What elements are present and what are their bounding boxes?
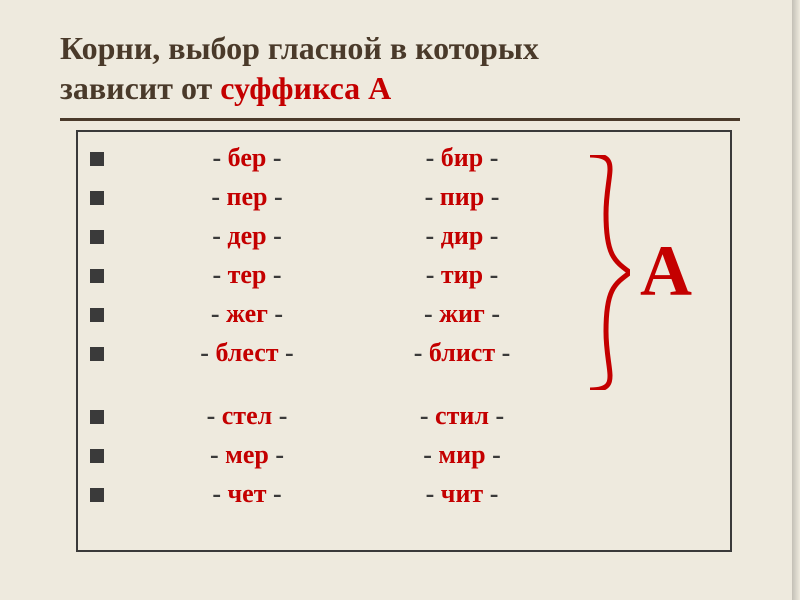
slide-title: Корни, выбор гласной в которых зависит о… xyxy=(60,28,740,108)
title-suffix: суффикса А xyxy=(220,70,391,106)
root-right: - бир - xyxy=(362,143,562,173)
list-item: - пер -- пир - xyxy=(90,177,590,216)
big-a-label: А xyxy=(640,230,692,313)
list-item: - стел -- стил - xyxy=(90,396,590,435)
list-item: - чет -- чит - xyxy=(90,474,590,513)
root-right: - блист - xyxy=(362,338,562,368)
bullet-icon xyxy=(90,488,104,502)
list-item: - тер -- тир - xyxy=(90,255,590,294)
title-line1: Корни, выбор гласной в которых xyxy=(60,30,539,66)
bullet-icon xyxy=(90,152,104,166)
root-left: - тер - xyxy=(132,260,362,290)
bullet-icon xyxy=(90,230,104,244)
bullet-icon xyxy=(90,410,104,424)
root-pair: - пер -- пир - xyxy=(132,182,562,212)
root-pair: - жег -- жиг - xyxy=(132,299,562,329)
bullet-icon xyxy=(90,449,104,463)
slide: Корни, выбор гласной в которых зависит о… xyxy=(0,0,800,600)
bullet-icon xyxy=(90,308,104,322)
root-right: - мир - xyxy=(362,440,562,470)
root-pairs-list: - бер -- бир -- пер -- пир -- дер -- дир… xyxy=(90,138,590,513)
root-left: - пер - xyxy=(132,182,362,212)
root-left: - дер - xyxy=(132,221,362,251)
root-pair: - стел -- стил - xyxy=(132,401,562,431)
list-item: - дер -- дир - xyxy=(90,216,590,255)
root-right: - стил - xyxy=(362,401,562,431)
root-right: - жиг - xyxy=(362,299,562,329)
root-right: - тир - xyxy=(362,260,562,290)
list-item: - мер -- мир - xyxy=(90,435,590,474)
root-pair: - бер -- бир - xyxy=(132,143,562,173)
slide-right-shadow xyxy=(792,0,800,600)
root-right: - дир - xyxy=(362,221,562,251)
list-item xyxy=(90,372,590,396)
list-item: - бер -- бир - xyxy=(90,138,590,177)
root-pair: - мер -- мир - xyxy=(132,440,562,470)
title-underline xyxy=(60,118,740,121)
root-left: - бер - xyxy=(132,143,362,173)
root-pair: - блест -- блист - xyxy=(132,338,562,368)
bullet-icon xyxy=(90,191,104,205)
root-right: - чит - xyxy=(362,479,562,509)
bullet-icon xyxy=(90,269,104,283)
root-left: - блест - xyxy=(132,338,362,368)
bullet-icon xyxy=(90,347,104,361)
root-left: - мер - xyxy=(132,440,362,470)
root-left: - стел - xyxy=(132,401,362,431)
root-left: - жег - xyxy=(132,299,362,329)
root-pair: - тер -- тир - xyxy=(132,260,562,290)
brace xyxy=(590,155,630,390)
root-right: - пир - xyxy=(362,182,562,212)
list-item: - жег -- жиг - xyxy=(90,294,590,333)
root-pair: - чет -- чит - xyxy=(132,479,562,509)
title-line2-plain: зависит от xyxy=(60,70,220,106)
list-item: - блест -- блист - xyxy=(90,333,590,372)
root-pair: - дер -- дир - xyxy=(132,221,562,251)
root-left: - чет - xyxy=(132,479,362,509)
